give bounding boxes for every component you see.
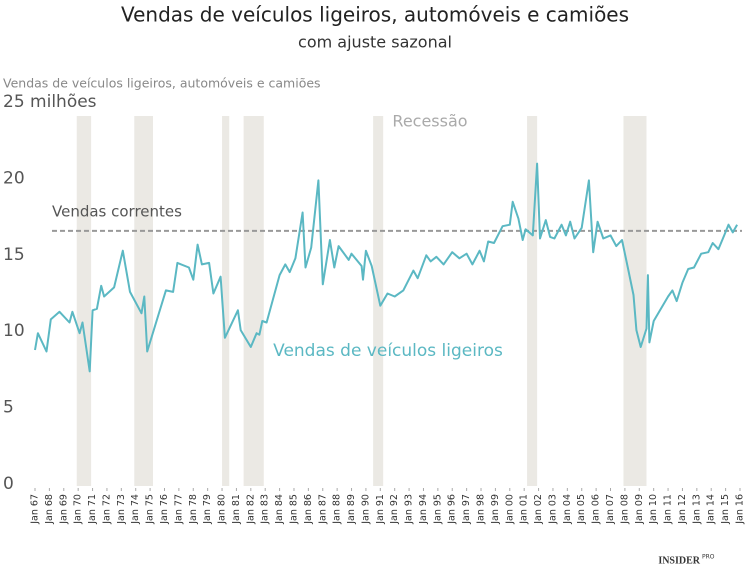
y-tick-label: 5 [3, 398, 14, 418]
recession-band [527, 116, 538, 486]
recession-band [373, 116, 384, 486]
x-tick-label: Jan 01 [519, 494, 530, 525]
y-tick-label: 0 [3, 474, 14, 494]
x-tick-label: Jan 90 [360, 494, 371, 525]
x-tick-label: Jan 07 [605, 494, 616, 525]
x-tick-label: Jan 77 [173, 494, 184, 525]
chart-title: Vendas de veículos ligeiros, automóveis … [121, 3, 629, 27]
x-tick-label: Jan 73 [116, 494, 127, 525]
x-tick-label: Jan 99 [490, 494, 501, 525]
logo-suffix: PRO [702, 554, 715, 561]
x-tick-label: Jan 11 [663, 494, 674, 525]
x-tick-label: Jan 87 [317, 494, 328, 525]
x-tick-label: Jan 79 [202, 494, 213, 525]
x-tick-label: Jan 81 [231, 494, 242, 525]
x-tick-label: Jan 06 [591, 494, 602, 525]
x-tick-label: Jan 78 [188, 494, 199, 525]
plot [34, 162, 742, 373]
x-tick-label: Jan 68 [44, 494, 55, 525]
x-tick-label: Jan 83 [260, 494, 271, 525]
x-tick-label: Jan 03 [547, 494, 558, 525]
x-tick-label: Jan 10 [648, 494, 659, 525]
x-tick-label: Jan 15 [720, 494, 731, 525]
x-tick-label: Jan 13 [691, 494, 702, 525]
recession-band [222, 116, 230, 486]
x-tick-label: Jan 76 [159, 494, 170, 525]
x-tick-label: Jan 86 [303, 494, 314, 525]
chart-subtitle: com ajuste sazonal [298, 33, 452, 52]
x-tick-label: Jan 70 [73, 494, 84, 525]
series-label: Vendas de veículos ligeiros [273, 341, 503, 361]
logo: INSIDER [658, 555, 700, 566]
x-tick-label: Jan 88 [332, 494, 343, 525]
recession-band [76, 116, 92, 486]
x-tick-label: Jan 93 [404, 494, 415, 525]
y-tick-label: 20 [3, 168, 25, 188]
x-tick-label: Jan 67 [30, 494, 41, 525]
x-tick-label: Jan 95 [432, 494, 443, 525]
x-tick-label: Jan 98 [476, 494, 487, 525]
x-tick-label: Jan 02 [533, 494, 544, 525]
x-tick-label: Jan 71 [87, 494, 98, 525]
x-tick-label: Jan 85 [288, 494, 299, 525]
x-tick-label: Jan 74 [130, 494, 141, 525]
y-tick-label: 15 [3, 245, 25, 265]
x-tick-label: Jan 00 [504, 494, 515, 525]
data-line [34, 162, 738, 373]
axis-label: Vendas de veículos ligeiros, automóveis … [3, 76, 321, 91]
x-tick-label: Jan 89 [346, 494, 357, 525]
y-tick-label: 25 milhões [3, 92, 97, 112]
x-tick-label: Jan 75 [145, 494, 156, 525]
x-tick-label: Jan 16 [735, 494, 746, 525]
x-tick-label: Jan 91 [375, 494, 386, 525]
x-tick-label: Jan 08 [619, 494, 630, 525]
x-tick-label: Jan 04 [562, 494, 573, 525]
x-tick-label: Jan 96 [447, 494, 458, 525]
x-tick-label: Jan 97 [461, 494, 472, 525]
x-tick-label: Jan 94 [418, 494, 429, 525]
x-tick-label: Jan 05 [576, 494, 587, 525]
recession-label: Recessão [392, 112, 467, 131]
x-tick-label: Jan 12 [677, 494, 688, 525]
x-tick-label: Jan 84 [274, 494, 285, 525]
x-tick-label: Jan 82 [245, 494, 256, 525]
reference-label: Vendas correntes [52, 203, 182, 221]
x-tick-label: Jan 92 [389, 494, 400, 525]
x-tick-label: Jan 14 [706, 494, 717, 525]
recession-band [243, 116, 264, 486]
x-tick-label: Jan 80 [217, 494, 228, 525]
x-tick-label: Jan 72 [101, 494, 112, 525]
x-tick-label: Jan 69 [58, 494, 69, 525]
y-tick-label: 10 [3, 321, 25, 341]
x-tick-label: Jan 09 [634, 494, 645, 525]
